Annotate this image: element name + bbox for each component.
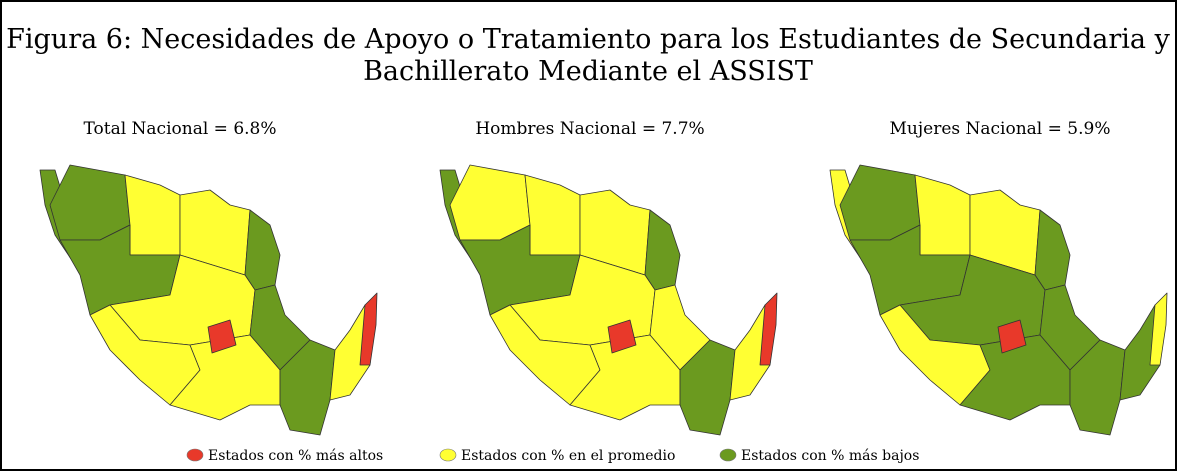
state xyxy=(607,319,637,354)
state xyxy=(359,292,378,366)
legend-label: Estados con % más bajos xyxy=(741,448,919,464)
state xyxy=(959,334,1071,421)
state xyxy=(169,334,281,421)
map xyxy=(829,164,1168,436)
map xyxy=(439,164,778,436)
figure-title-line2: Bachillerato Mediante el ASSIST xyxy=(363,56,813,87)
state xyxy=(207,319,237,354)
map-label: Mujeres Nacional = 5.9% xyxy=(890,119,1111,139)
state xyxy=(1149,292,1168,366)
state xyxy=(569,334,681,421)
legend-swatch xyxy=(719,448,737,462)
legend-label: Estados con % en el promedio xyxy=(461,448,675,464)
state xyxy=(997,319,1027,354)
state xyxy=(679,339,736,436)
figure-title: Figura 6: Necesidades de Apoyo o Tratami… xyxy=(6,24,1170,55)
state xyxy=(1069,339,1126,436)
state xyxy=(279,339,336,436)
map-label: Total Nacional = 6.8% xyxy=(83,119,276,139)
map-label: Hombres Nacional = 7.7% xyxy=(475,119,704,139)
map xyxy=(39,164,378,436)
state xyxy=(759,292,778,366)
legend-swatch xyxy=(186,448,204,462)
legend-label: Estados con % más altos xyxy=(208,448,383,464)
legend-swatch xyxy=(439,448,457,462)
